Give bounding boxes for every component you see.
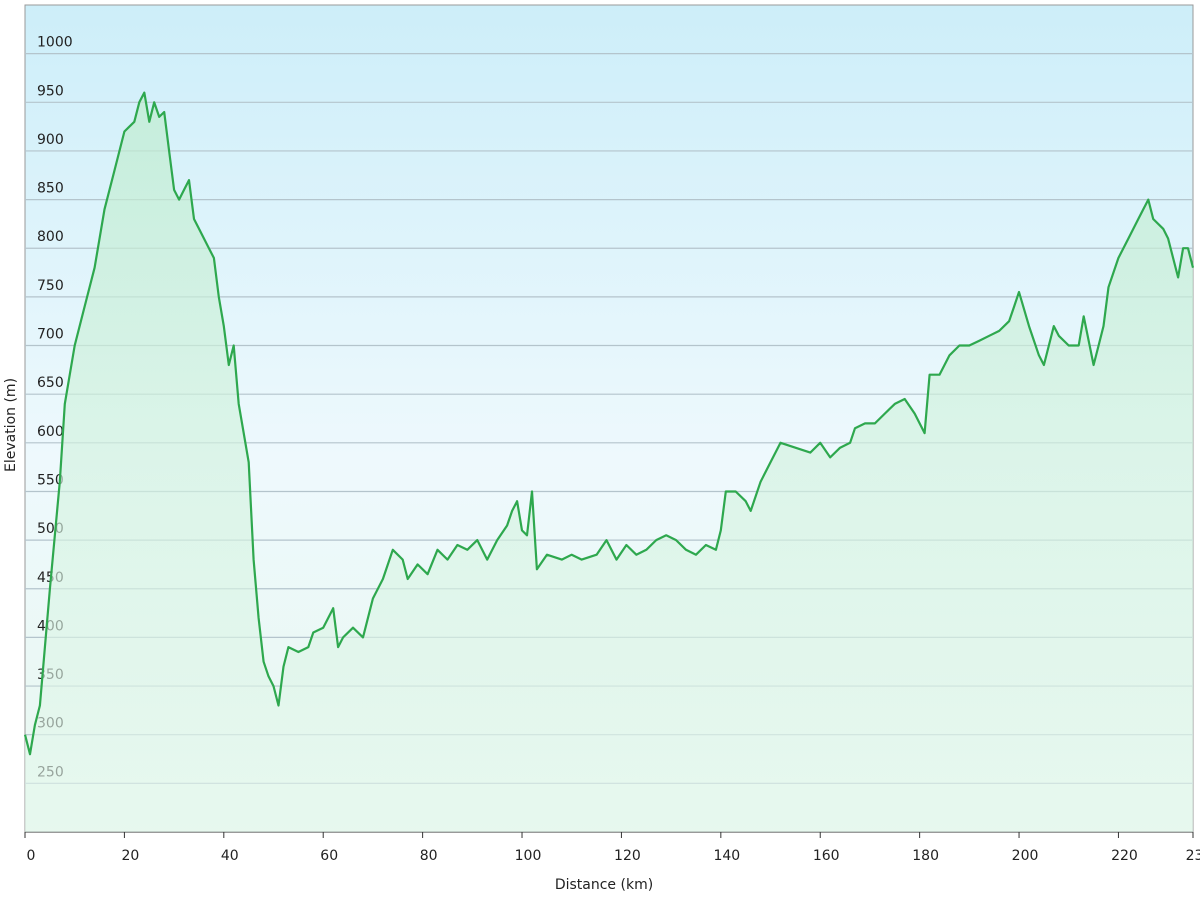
x-tick-label: 235 <box>1186 848 1200 864</box>
x-tick-label: 0 <box>27 848 36 864</box>
y-axis-label: Elevation (m) <box>3 378 19 472</box>
elevation-line <box>23 91 1195 756</box>
x-tick-label: 80 <box>420 848 438 864</box>
y-tick-label: 850 <box>37 181 64 197</box>
y-tick-label: 800 <box>37 229 64 245</box>
x-tick-label: 180 <box>912 848 939 864</box>
x-tick-label: 40 <box>221 848 239 864</box>
y-tick-label: 550 <box>37 472 64 488</box>
y-tick-label: 700 <box>37 327 64 343</box>
x-tick-label: 120 <box>614 848 641 864</box>
x-tick-label: 20 <box>121 848 139 864</box>
x-tick-label: 140 <box>713 848 740 864</box>
x-tick-label: 100 <box>515 848 542 864</box>
y-tick-label: 950 <box>37 83 64 99</box>
y-tick-label: 900 <box>37 132 64 148</box>
y-tick-label: 650 <box>37 375 64 391</box>
x-tick-label: 60 <box>320 848 338 864</box>
x-tick-label: 220 <box>1111 848 1138 864</box>
x-tick-label: 200 <box>1012 848 1039 864</box>
x-axis-label: Distance (km) <box>555 877 653 893</box>
x-tick-label: 160 <box>813 848 840 864</box>
y-tick-label: 600 <box>37 424 64 440</box>
y-tick-label: 750 <box>37 278 64 294</box>
area <box>25 92 1193 833</box>
y-tick-label: 1000 <box>37 35 73 51</box>
